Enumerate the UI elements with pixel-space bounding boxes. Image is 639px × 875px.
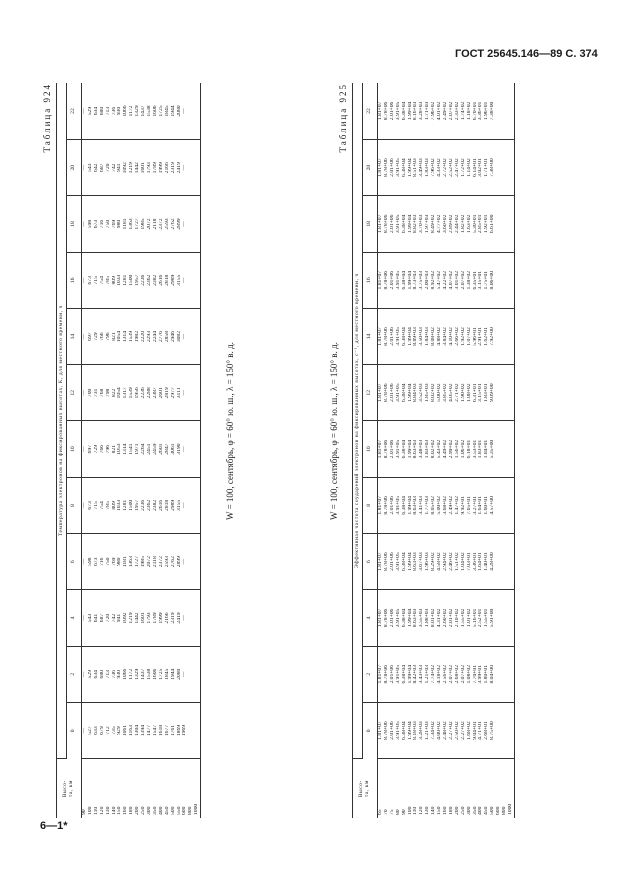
standard-header: ГОСТ 25645.146—89 С. 374 [455,48,598,60]
value-cell [507,139,515,196]
time-column-header: 20 [362,139,378,196]
time-column-header: 8 [362,477,378,534]
value-cell [507,83,515,140]
altitude-cell: 1000 [507,758,515,818]
table-925-block: Таблица 925 Высо- та, км Эффективная час… [334,83,515,818]
table-924-label: Таблица 924 [42,83,52,153]
time-column-header: 12 [66,364,82,421]
table-row: 1000 [194,83,201,818]
time-column-header: 2 [66,646,82,703]
value-cell [194,195,201,253]
value-cell [507,308,515,365]
value-cell [194,589,201,647]
value-cell [507,252,515,309]
value-cell [194,308,201,365]
table-925-span-title: Эффективная частота соударений электроно… [352,83,363,759]
value-cell [507,364,515,421]
value-cell [194,477,201,534]
altitude-header: Высо- та, км [56,758,82,818]
time-column-header: 20 [66,139,82,196]
time-column-header: 16 [362,252,378,309]
time-column-header: 22 [66,83,82,140]
table-924-span-title: Температура электронов на фиксированных … [56,83,67,759]
value-cell [194,533,201,590]
time-column-header: 14 [362,308,378,365]
table-924: Высо- та, км Температура электронов на ф… [56,83,201,818]
time-column-header: 22 [362,83,378,140]
time-column-header: 4 [362,589,378,647]
time-column-header: 14 [66,308,82,365]
value-cell [194,646,201,703]
value-cell [194,702,201,759]
value-cell [194,252,201,309]
time-column-header: 18 [66,195,82,253]
value-cell [194,139,201,196]
time-column-header: 6 [362,533,378,590]
value-cell [507,420,515,478]
table-925-label: Таблица 925 [338,83,348,153]
table-924-condition: W = 100, сентябрь, φ = 60° ю. ш., λ = 15… [225,342,235,520]
altitude-cell: 1000 [194,758,201,818]
time-column-header: 16 [66,252,82,309]
value-cell [194,421,201,478]
footer-mark: 6—1* [40,820,68,832]
value-cell [507,702,515,759]
time-column-header: 10 [66,421,82,478]
time-column-header: 18 [362,195,378,253]
table-925-condition: W = 100, сентябрь, φ = 60° ю. ш., λ = 15… [329,342,339,520]
altitude-header: Высо- та, км [352,758,378,818]
time-column-header: 6 [66,533,82,590]
value-cell [507,589,515,647]
table-row: 1000 [507,83,515,818]
time-column-header: 2 [362,646,378,703]
time-column-header: 12 [362,364,378,421]
time-column-header: 10 [362,420,378,478]
value-cell [194,364,201,421]
time-column-header: 0 [66,702,82,759]
time-column-header: 4 [66,589,82,647]
time-column-header: 8 [66,477,82,534]
time-column-header: 0 [362,702,378,759]
table-924-block: Таблица 924 Высо- та, км Температура эле… [38,83,201,818]
value-cell [507,195,515,253]
value-cell [194,83,201,140]
value-cell [507,533,515,590]
value-cell [507,646,515,703]
table-925: Высо- та, км Эффективная частота соударе… [352,83,515,818]
value-cell [507,477,515,534]
